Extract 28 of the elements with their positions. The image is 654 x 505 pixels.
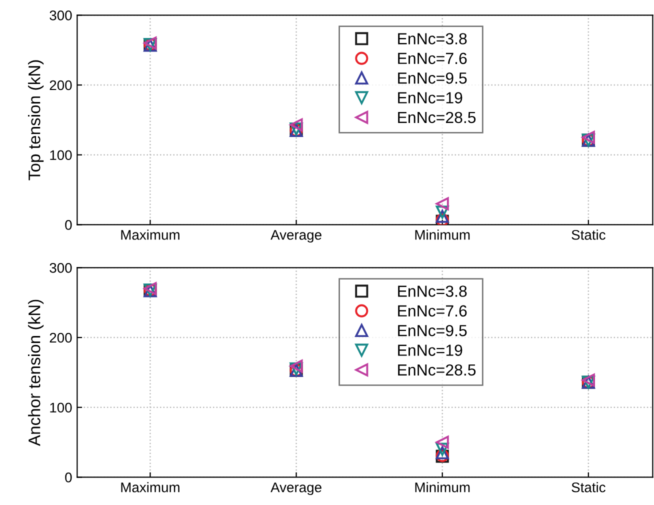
legend-label: EnNc=19 bbox=[398, 92, 462, 104]
x-tick-label: Maximum bbox=[121, 230, 180, 240]
legend-label: EnNc=28.5 bbox=[398, 364, 476, 376]
x-tick-label: Maximum bbox=[121, 482, 180, 492]
y-tick-label: 0 bbox=[65, 472, 72, 482]
y-axis-title: Top tension (kN) bbox=[28, 60, 44, 180]
y-tick-label: 0 bbox=[65, 220, 72, 230]
legend-label: EnNc=19 bbox=[398, 344, 462, 356]
y-tick-label: 300 bbox=[50, 10, 72, 20]
x-tick-label: Average bbox=[270, 482, 322, 496]
y-axis-title: Anchor tension (kN) bbox=[28, 300, 44, 446]
legend-label: EnNc=3.8 bbox=[398, 33, 467, 44]
legend-label: EnNc=9.5 bbox=[398, 72, 467, 84]
legend-label: EnNc=7.6 bbox=[398, 305, 467, 317]
y-tick-label: 300 bbox=[50, 262, 72, 273]
x-tick-label: Minimum bbox=[415, 482, 470, 492]
legend-label: EnNc=7.6 bbox=[398, 52, 467, 64]
y-tick-label: 200 bbox=[50, 80, 72, 90]
y-tick-label: 200 bbox=[50, 332, 72, 343]
x-tick-label: Minimum bbox=[415, 230, 470, 240]
x-tick-label: Average bbox=[270, 230, 322, 243]
x-tick-label: Static bbox=[572, 482, 606, 492]
legend-label: EnNc=28.5 bbox=[398, 112, 476, 124]
y-tick-label: 100 bbox=[50, 150, 72, 160]
legend-label: EnNc=3.8 bbox=[398, 286, 467, 297]
legend-label: EnNc=9.5 bbox=[398, 324, 467, 336]
y-tick-label: 100 bbox=[50, 402, 72, 413]
x-tick-label: Static bbox=[572, 230, 606, 240]
